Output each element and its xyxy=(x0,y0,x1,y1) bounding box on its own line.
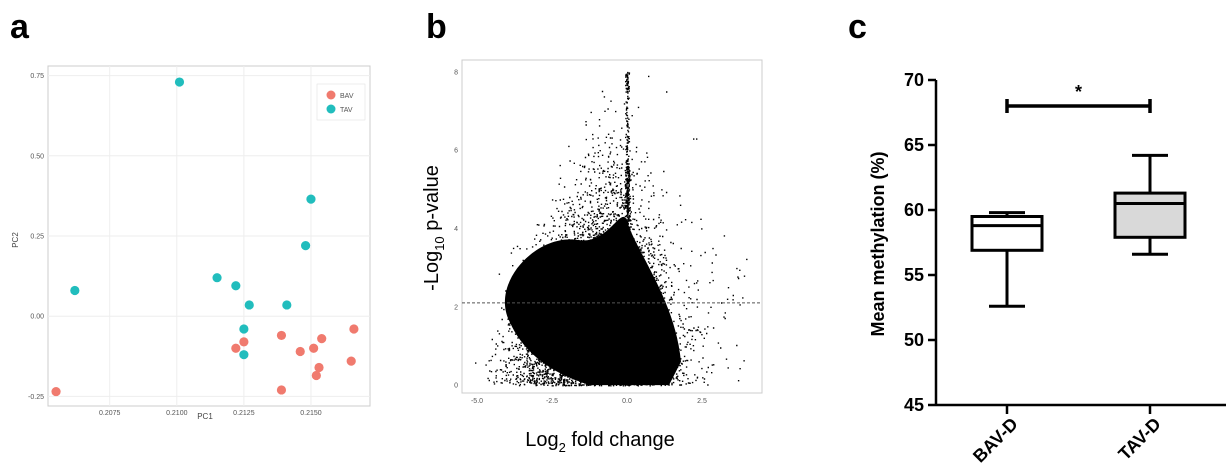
volcano-x-tick-label: 2.5 xyxy=(697,398,707,405)
pca-x-tick-label: 0.2125 xyxy=(233,410,255,417)
pca-y-tick-label: 0.50 xyxy=(30,153,44,160)
boxplot-y-axis-title: Mean methylation (%) xyxy=(868,151,888,336)
pca-legend-box xyxy=(316,83,366,121)
pca-point-bav xyxy=(239,337,249,347)
pca-point-bav xyxy=(349,324,359,334)
boxplot-x-tick-label: BAV-D xyxy=(969,414,1022,467)
pca-point-bav xyxy=(317,334,327,344)
pca-legend: BAV TAV xyxy=(316,83,366,121)
volcano-x-tick-label: 0.0 xyxy=(622,398,632,405)
volcano-y-axis-title: -Log10 p-value xyxy=(421,165,447,291)
methylation-box-plot: 45 50 55 60 65 70 BAV-D TAV-D * Mean methylatio… xyxy=(868,70,1226,466)
volcano-y-tick-label: 0 xyxy=(454,383,458,390)
boxplot-boxes xyxy=(970,153,1187,308)
pca-scatter-plot: 0.2075 0.2100 0.2125 0.2150 -0.25 0.00 0.25 0.5… xyxy=(11,65,371,421)
volcano-x-tick-label: -5.0 xyxy=(471,398,483,405)
boxplot-y-tick-label: 50 xyxy=(904,330,924,350)
volcano-y-tick-label: 4 xyxy=(454,226,458,233)
significance-bracket: * xyxy=(1005,82,1152,113)
boxplot-y-tick-label: 60 xyxy=(904,200,924,220)
pca-point-tav xyxy=(212,273,222,283)
pca-point-bav xyxy=(231,343,241,353)
pca-point-bav xyxy=(311,370,321,381)
legend-label-bav: BAV xyxy=(340,93,354,100)
pca-y-tick-label: 0.25 xyxy=(30,234,44,241)
pca-tick-labels: 0.2075 0.2100 0.2125 0.2150 -0.25 0.00 0.25 0.5… xyxy=(28,73,322,417)
volcano-x-axis-title: Log2 fold change xyxy=(525,429,675,455)
panel-label-a: a xyxy=(10,8,30,46)
volcano-plot: -5.0 -2.5 0.0 2.5 0 2 4 6 8 Log2 fold change -Lo… xyxy=(421,59,763,455)
legend-marker-bav xyxy=(326,90,336,100)
volcano-y-tick-label: 8 xyxy=(454,69,458,76)
boxplot-box-bav-d xyxy=(970,215,1044,252)
volcano-point-cloud xyxy=(475,71,748,387)
boxplot-y-tick-label: 45 xyxy=(904,395,924,415)
pca-y-tick-label: 0.00 xyxy=(30,314,44,321)
pca-x-axis-title: PC1 xyxy=(197,412,213,421)
pca-point-tav xyxy=(282,300,292,310)
pca-x-tick-label: 0.2150 xyxy=(300,410,322,417)
pca-point-tav xyxy=(239,350,249,360)
legend-label-tav: TAV xyxy=(340,107,353,114)
volcano-y-tick-label: 6 xyxy=(454,148,458,155)
pca-point-tav xyxy=(70,285,80,296)
pca-x-tick-label: 0.2075 xyxy=(99,410,121,417)
pca-point-tav xyxy=(174,77,185,87)
pca-point-bav xyxy=(51,386,61,397)
boxplot-ticks: 45 50 55 60 65 70 BAV-D TAV-D xyxy=(904,70,1165,466)
pca-point-bav xyxy=(295,346,305,357)
panel-label-c: c xyxy=(848,8,867,46)
pca-points xyxy=(51,77,359,397)
pca-x-tick-label: 0.2100 xyxy=(166,410,188,417)
pca-y-axis-title: PC2 xyxy=(11,232,20,248)
pca-point-tav xyxy=(231,281,241,291)
pca-point-bav xyxy=(346,356,356,366)
legend-marker-tav xyxy=(326,104,336,114)
pca-gridlines xyxy=(48,66,370,406)
boxplot-box-tav-d xyxy=(1113,191,1187,239)
volcano-y-tick-label: 2 xyxy=(454,304,458,311)
boxplot-y-tick-label: 70 xyxy=(904,70,924,90)
boxplot-y-tick-label: 55 xyxy=(904,265,924,285)
pca-point-tav xyxy=(301,241,311,251)
pca-point-tav xyxy=(244,300,254,310)
volcano-x-tick-label: -2.5 xyxy=(546,398,558,405)
pca-point-tav xyxy=(306,194,316,204)
boxplot-y-tick-label: 65 xyxy=(904,135,924,155)
panel-label-b: b xyxy=(426,8,447,46)
pca-point-bav xyxy=(314,362,324,373)
boxplot-x-tick-label: TAV-D xyxy=(1114,414,1164,464)
pca-point-bav xyxy=(309,343,319,353)
volcano-points xyxy=(475,71,748,387)
pca-point-tav xyxy=(239,324,249,334)
pca-y-tick-label: 0.75 xyxy=(30,73,44,80)
volcano-tick-labels: -5.0 -2.5 0.0 2.5 0 2 4 6 8 xyxy=(454,69,707,405)
pca-y-tick-label: -0.25 xyxy=(28,394,44,401)
pca-point-bav xyxy=(276,385,287,395)
significance-star: * xyxy=(1075,82,1082,102)
pca-point-bav xyxy=(276,330,287,341)
